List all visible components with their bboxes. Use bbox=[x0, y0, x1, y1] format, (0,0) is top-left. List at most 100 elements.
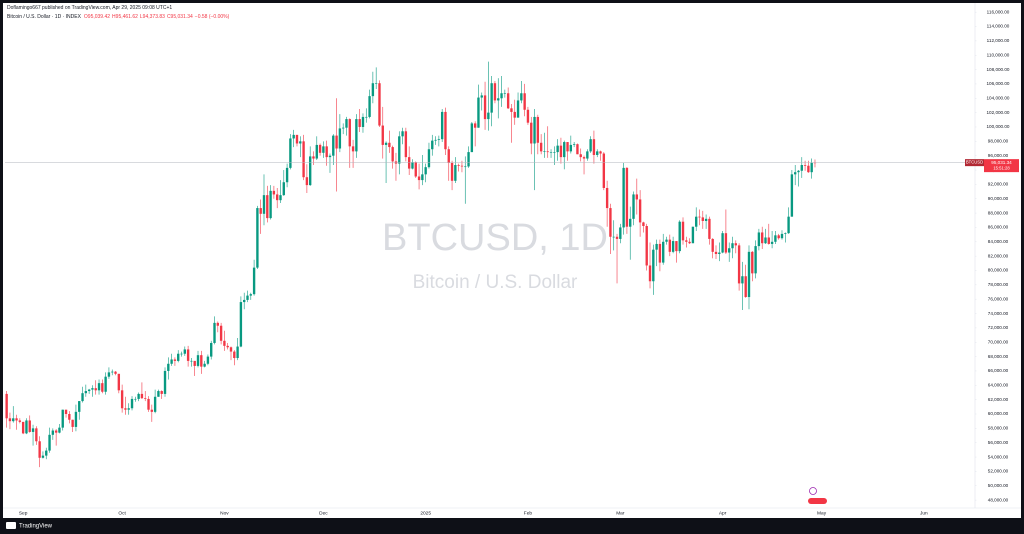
candle-body bbox=[642, 222, 645, 227]
candle-body bbox=[619, 227, 622, 239]
candle-body bbox=[480, 95, 483, 98]
candle-body bbox=[546, 151, 549, 153]
candle-body bbox=[414, 162, 417, 177]
candle-body bbox=[305, 177, 309, 186]
candle-body bbox=[411, 162, 414, 169]
candle-body bbox=[134, 398, 137, 400]
candle-body bbox=[68, 414, 71, 420]
y-tick-label: 62,000.00 bbox=[988, 397, 1009, 402]
candle-body bbox=[81, 393, 84, 402]
candle-body bbox=[104, 376, 107, 392]
candle-body bbox=[793, 172, 797, 175]
candle-body bbox=[332, 135, 335, 156]
candle-body bbox=[797, 170, 800, 173]
y-tick-label: 102,000.00 bbox=[987, 110, 1010, 115]
price-tag-price: 95,031.34 bbox=[991, 160, 1012, 165]
candle-body bbox=[421, 174, 424, 181]
y-tick-label: 114,000.00 bbox=[987, 24, 1010, 29]
candle-body bbox=[543, 151, 546, 152]
candle-body bbox=[38, 441, 41, 458]
candle-body bbox=[25, 420, 28, 434]
candle-body bbox=[563, 142, 566, 158]
candle-body bbox=[130, 398, 134, 409]
candle-body bbox=[747, 251, 751, 298]
candle-body bbox=[381, 125, 384, 145]
candle-body bbox=[322, 146, 325, 153]
candle-body bbox=[117, 373, 121, 391]
candle-body bbox=[734, 243, 737, 246]
x-tick-label: Oct bbox=[118, 510, 126, 516]
candle-body bbox=[539, 142, 543, 152]
candle-body bbox=[625, 167, 629, 227]
y-tick-label: 98,000.00 bbox=[988, 139, 1009, 144]
candle-body bbox=[371, 83, 375, 97]
candle-body bbox=[398, 136, 401, 164]
candle-body bbox=[526, 109, 530, 123]
ohlc-label: O95,039.42 bbox=[84, 14, 110, 20]
candle-body bbox=[632, 194, 635, 219]
candle-body bbox=[434, 139, 437, 141]
candle-body bbox=[444, 111, 447, 150]
candle-body bbox=[536, 116, 540, 143]
x-tick-label: Dec bbox=[319, 510, 328, 516]
y-tick-label: 84,000.00 bbox=[988, 239, 1009, 244]
candle-body bbox=[318, 144, 322, 153]
price-tag-symbol: BTCUSD bbox=[966, 160, 983, 165]
candle-body bbox=[704, 218, 708, 221]
candle-body bbox=[355, 119, 358, 152]
candle-body bbox=[737, 245, 741, 284]
y-tick-label: 104,000.00 bbox=[987, 95, 1010, 100]
candle-body bbox=[41, 455, 45, 458]
candle-body bbox=[5, 393, 8, 419]
candle-body bbox=[94, 388, 97, 391]
candle-body bbox=[338, 128, 342, 149]
candle-body bbox=[487, 112, 490, 120]
candle-body bbox=[236, 346, 239, 359]
candle-body bbox=[731, 243, 734, 249]
candle-body bbox=[124, 408, 127, 410]
candle-body bbox=[510, 108, 513, 112]
candle-body bbox=[780, 233, 784, 239]
candle-body bbox=[464, 166, 467, 168]
candle-body bbox=[51, 430, 55, 435]
candle-body bbox=[144, 398, 147, 399]
candle-body bbox=[312, 156, 315, 159]
x-tick-label: Mar bbox=[616, 510, 625, 516]
candle-body bbox=[58, 427, 61, 433]
candle-body bbox=[701, 217, 704, 221]
y-tick-label: 88,000.00 bbox=[988, 210, 1009, 215]
candle-body bbox=[784, 233, 787, 234]
candle-body bbox=[447, 149, 450, 163]
dividend-marker[interactable] bbox=[808, 498, 827, 504]
candle-body bbox=[770, 241, 774, 244]
y-tick-label: 64,000.00 bbox=[988, 383, 1009, 388]
candle-body bbox=[31, 428, 35, 432]
candle-body bbox=[629, 218, 632, 227]
candle-body bbox=[177, 353, 180, 361]
event-icon[interactable] bbox=[809, 487, 817, 495]
candle-body bbox=[790, 174, 794, 217]
y-tick-label: 112,000.00 bbox=[987, 38, 1010, 43]
candle-body bbox=[97, 383, 101, 391]
candle-body bbox=[252, 267, 256, 295]
candle-body bbox=[223, 340, 226, 346]
candle-body bbox=[71, 419, 74, 427]
candle-body bbox=[556, 145, 559, 153]
candle-body bbox=[259, 208, 262, 214]
candle-body bbox=[299, 141, 302, 144]
candle-body bbox=[424, 167, 427, 175]
candle-body bbox=[54, 430, 58, 433]
y-tick-label: 78,000.00 bbox=[988, 282, 1009, 287]
candle-body bbox=[351, 146, 355, 152]
candle-body bbox=[728, 248, 731, 253]
y-tick-label: 116,000.00 bbox=[987, 9, 1010, 14]
candle-body bbox=[497, 98, 500, 101]
y-tick-label: 66,000.00 bbox=[988, 368, 1009, 373]
y-tick-label: 106,000.00 bbox=[987, 81, 1010, 86]
candle-body bbox=[417, 176, 421, 181]
candle-body bbox=[87, 389, 91, 392]
candle-body bbox=[200, 355, 203, 367]
candle-body bbox=[635, 194, 639, 200]
candle-body bbox=[582, 157, 586, 159]
candle-body bbox=[388, 142, 391, 148]
